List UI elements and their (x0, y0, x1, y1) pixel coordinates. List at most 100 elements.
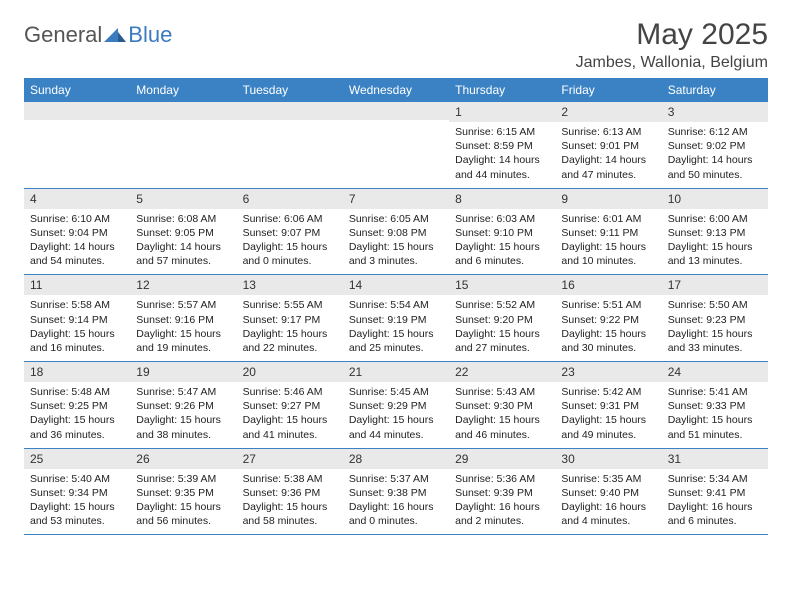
day-body: Sunrise: 6:01 AMSunset: 9:11 PMDaylight:… (555, 209, 661, 275)
sunrise-text: Sunrise: 5:47 AM (136, 385, 230, 399)
daylight-text: Daylight: 15 hours and 51 minutes. (668, 413, 762, 441)
day-body (237, 120, 343, 178)
day-number: 7 (343, 189, 449, 209)
sunset-text: Sunset: 9:27 PM (243, 399, 337, 413)
day-number: 24 (662, 362, 768, 382)
daylight-text: Daylight: 14 hours and 54 minutes. (30, 240, 124, 268)
daylight-text: Daylight: 15 hours and 22 minutes. (243, 327, 337, 355)
logo-word2: Blue (128, 22, 172, 48)
sunset-text: Sunset: 9:40 PM (561, 486, 655, 500)
day-body: Sunrise: 5:43 AMSunset: 9:30 PMDaylight:… (449, 382, 555, 448)
day-body: Sunrise: 5:58 AMSunset: 9:14 PMDaylight:… (24, 295, 130, 361)
title-block: May 2025 Jambes, Wallonia, Belgium (576, 18, 768, 72)
logo-triangle-icon (104, 26, 126, 44)
calendar-cell: 11Sunrise: 5:58 AMSunset: 9:14 PMDayligh… (24, 275, 130, 362)
day-number: 1 (449, 102, 555, 122)
day-body: Sunrise: 5:47 AMSunset: 9:26 PMDaylight:… (130, 382, 236, 448)
sunrise-text: Sunrise: 6:10 AM (30, 212, 124, 226)
sunrise-text: Sunrise: 5:48 AM (30, 385, 124, 399)
daylight-text: Daylight: 15 hours and 41 minutes. (243, 413, 337, 441)
calendar-cell: 7 Sunrise: 6:05 AMSunset: 9:08 PMDaylight… (343, 188, 449, 275)
sunrise-text: Sunrise: 5:43 AM (455, 385, 549, 399)
day-number: 16 (555, 275, 661, 295)
daylight-text: Daylight: 15 hours and 10 minutes. (561, 240, 655, 268)
day-body: Sunrise: 5:54 AMSunset: 9:19 PMDaylight:… (343, 295, 449, 361)
calendar-cell: 12Sunrise: 5:57 AMSunset: 9:16 PMDayligh… (130, 275, 236, 362)
calendar-cell: 22Sunrise: 5:43 AMSunset: 9:30 PMDayligh… (449, 362, 555, 449)
day-body: Sunrise: 6:00 AMSunset: 9:13 PMDaylight:… (662, 209, 768, 275)
sunrise-text: Sunrise: 6:05 AM (349, 212, 443, 226)
sunset-text: Sunset: 9:11 PM (561, 226, 655, 240)
calendar-cell: 30 Sunrise: 5:35 AMSunset: 9:40 PMDayligh… (555, 448, 661, 535)
daylight-text: Daylight: 16 hours and 6 minutes. (668, 500, 762, 528)
day-number: 30 (555, 449, 661, 469)
day-body: Sunrise: 5:55 AMSunset: 9:17 PMDaylight:… (237, 295, 343, 361)
logo: General Blue (24, 22, 172, 48)
day-body: Sunrise: 5:52 AMSunset: 9:20 PMDaylight:… (449, 295, 555, 361)
sunset-text: Sunset: 9:14 PM (30, 313, 124, 327)
day-body: Sunrise: 6:08 AMSunset: 9:05 PMDaylight:… (130, 209, 236, 275)
calendar-cell: 24Sunrise: 5:41 AMSunset: 9:33 PMDayligh… (662, 362, 768, 449)
calendar-cell (130, 102, 236, 188)
day-number: 31 (662, 449, 768, 469)
sunrise-text: Sunrise: 5:45 AM (349, 385, 443, 399)
day-number: 23 (555, 362, 661, 382)
day-body: Sunrise: 5:51 AMSunset: 9:22 PMDaylight:… (555, 295, 661, 361)
sunrise-text: Sunrise: 6:08 AM (136, 212, 230, 226)
day-number: 15 (449, 275, 555, 295)
daylight-text: Daylight: 15 hours and 27 minutes. (455, 327, 549, 355)
daylight-text: Daylight: 15 hours and 49 minutes. (561, 413, 655, 441)
day-number: 21 (343, 362, 449, 382)
day-number: 14 (343, 275, 449, 295)
calendar-cell: 5Sunrise: 6:08 AMSunset: 9:05 PMDaylight… (130, 188, 236, 275)
calendar-cell (343, 102, 449, 188)
day-number (130, 102, 236, 120)
calendar-cell: 18Sunrise: 5:48 AMSunset: 9:25 PMDayligh… (24, 362, 130, 449)
day-number: 5 (130, 189, 236, 209)
daylight-text: Daylight: 16 hours and 4 minutes. (561, 500, 655, 528)
daylight-text: Daylight: 15 hours and 25 minutes. (349, 327, 443, 355)
daylight-text: Daylight: 15 hours and 3 minutes. (349, 240, 443, 268)
location: Jambes, Wallonia, Belgium (576, 54, 768, 72)
sunrise-text: Sunrise: 5:46 AM (243, 385, 337, 399)
day-number: 3 (662, 102, 768, 122)
day-number: 18 (24, 362, 130, 382)
day-body: Sunrise: 5:46 AMSunset: 9:27 PMDaylight:… (237, 382, 343, 448)
sunrise-text: Sunrise: 5:40 AM (30, 472, 124, 486)
day-body: Sunrise: 5:45 AMSunset: 9:29 PMDaylight:… (343, 382, 449, 448)
sunrise-text: Sunrise: 5:35 AM (561, 472, 655, 486)
calendar-cell (24, 102, 130, 188)
sunrise-text: Sunrise: 5:55 AM (243, 298, 337, 312)
day-number: 22 (449, 362, 555, 382)
calendar-cell: 10Sunrise: 6:00 AMSunset: 9:13 PMDayligh… (662, 188, 768, 275)
sunrise-text: Sunrise: 6:12 AM (668, 125, 762, 139)
day-number: 29 (449, 449, 555, 469)
day-header: Saturday (662, 78, 768, 102)
day-number: 26 (130, 449, 236, 469)
sunset-text: Sunset: 9:34 PM (30, 486, 124, 500)
sunrise-text: Sunrise: 6:15 AM (455, 125, 549, 139)
sunrise-text: Sunrise: 5:39 AM (136, 472, 230, 486)
day-number: 4 (24, 189, 130, 209)
day-body: Sunrise: 5:48 AMSunset: 9:25 PMDaylight:… (24, 382, 130, 448)
sunrise-text: Sunrise: 6:01 AM (561, 212, 655, 226)
day-number: 20 (237, 362, 343, 382)
daylight-text: Daylight: 15 hours and 33 minutes. (668, 327, 762, 355)
day-number: 8 (449, 189, 555, 209)
sunset-text: Sunset: 9:22 PM (561, 313, 655, 327)
calendar-cell: 6Sunrise: 6:06 AMSunset: 9:07 PMDaylight… (237, 188, 343, 275)
sunset-text: Sunset: 9:25 PM (30, 399, 124, 413)
daylight-text: Daylight: 16 hours and 0 minutes. (349, 500, 443, 528)
calendar-table: Sunday Monday Tuesday Wednesday Thursday… (24, 78, 768, 535)
calendar-cell: 20Sunrise: 5:46 AMSunset: 9:27 PMDayligh… (237, 362, 343, 449)
calendar-page: General Blue May 2025 Jambes, Wallonia, … (0, 0, 792, 545)
sunset-text: Sunset: 9:41 PM (668, 486, 762, 500)
day-number (24, 102, 130, 120)
sunrise-text: Sunrise: 6:00 AM (668, 212, 762, 226)
day-body: Sunrise: 6:06 AMSunset: 9:07 PMDaylight:… (237, 209, 343, 275)
daylight-text: Daylight: 15 hours and 56 minutes. (136, 500, 230, 528)
daylight-text: Daylight: 14 hours and 57 minutes. (136, 240, 230, 268)
daylight-text: Daylight: 15 hours and 53 minutes. (30, 500, 124, 528)
day-body: Sunrise: 6:15 AMSunset: 8:59 PMDaylight:… (449, 122, 555, 188)
sunset-text: Sunset: 9:08 PM (349, 226, 443, 240)
